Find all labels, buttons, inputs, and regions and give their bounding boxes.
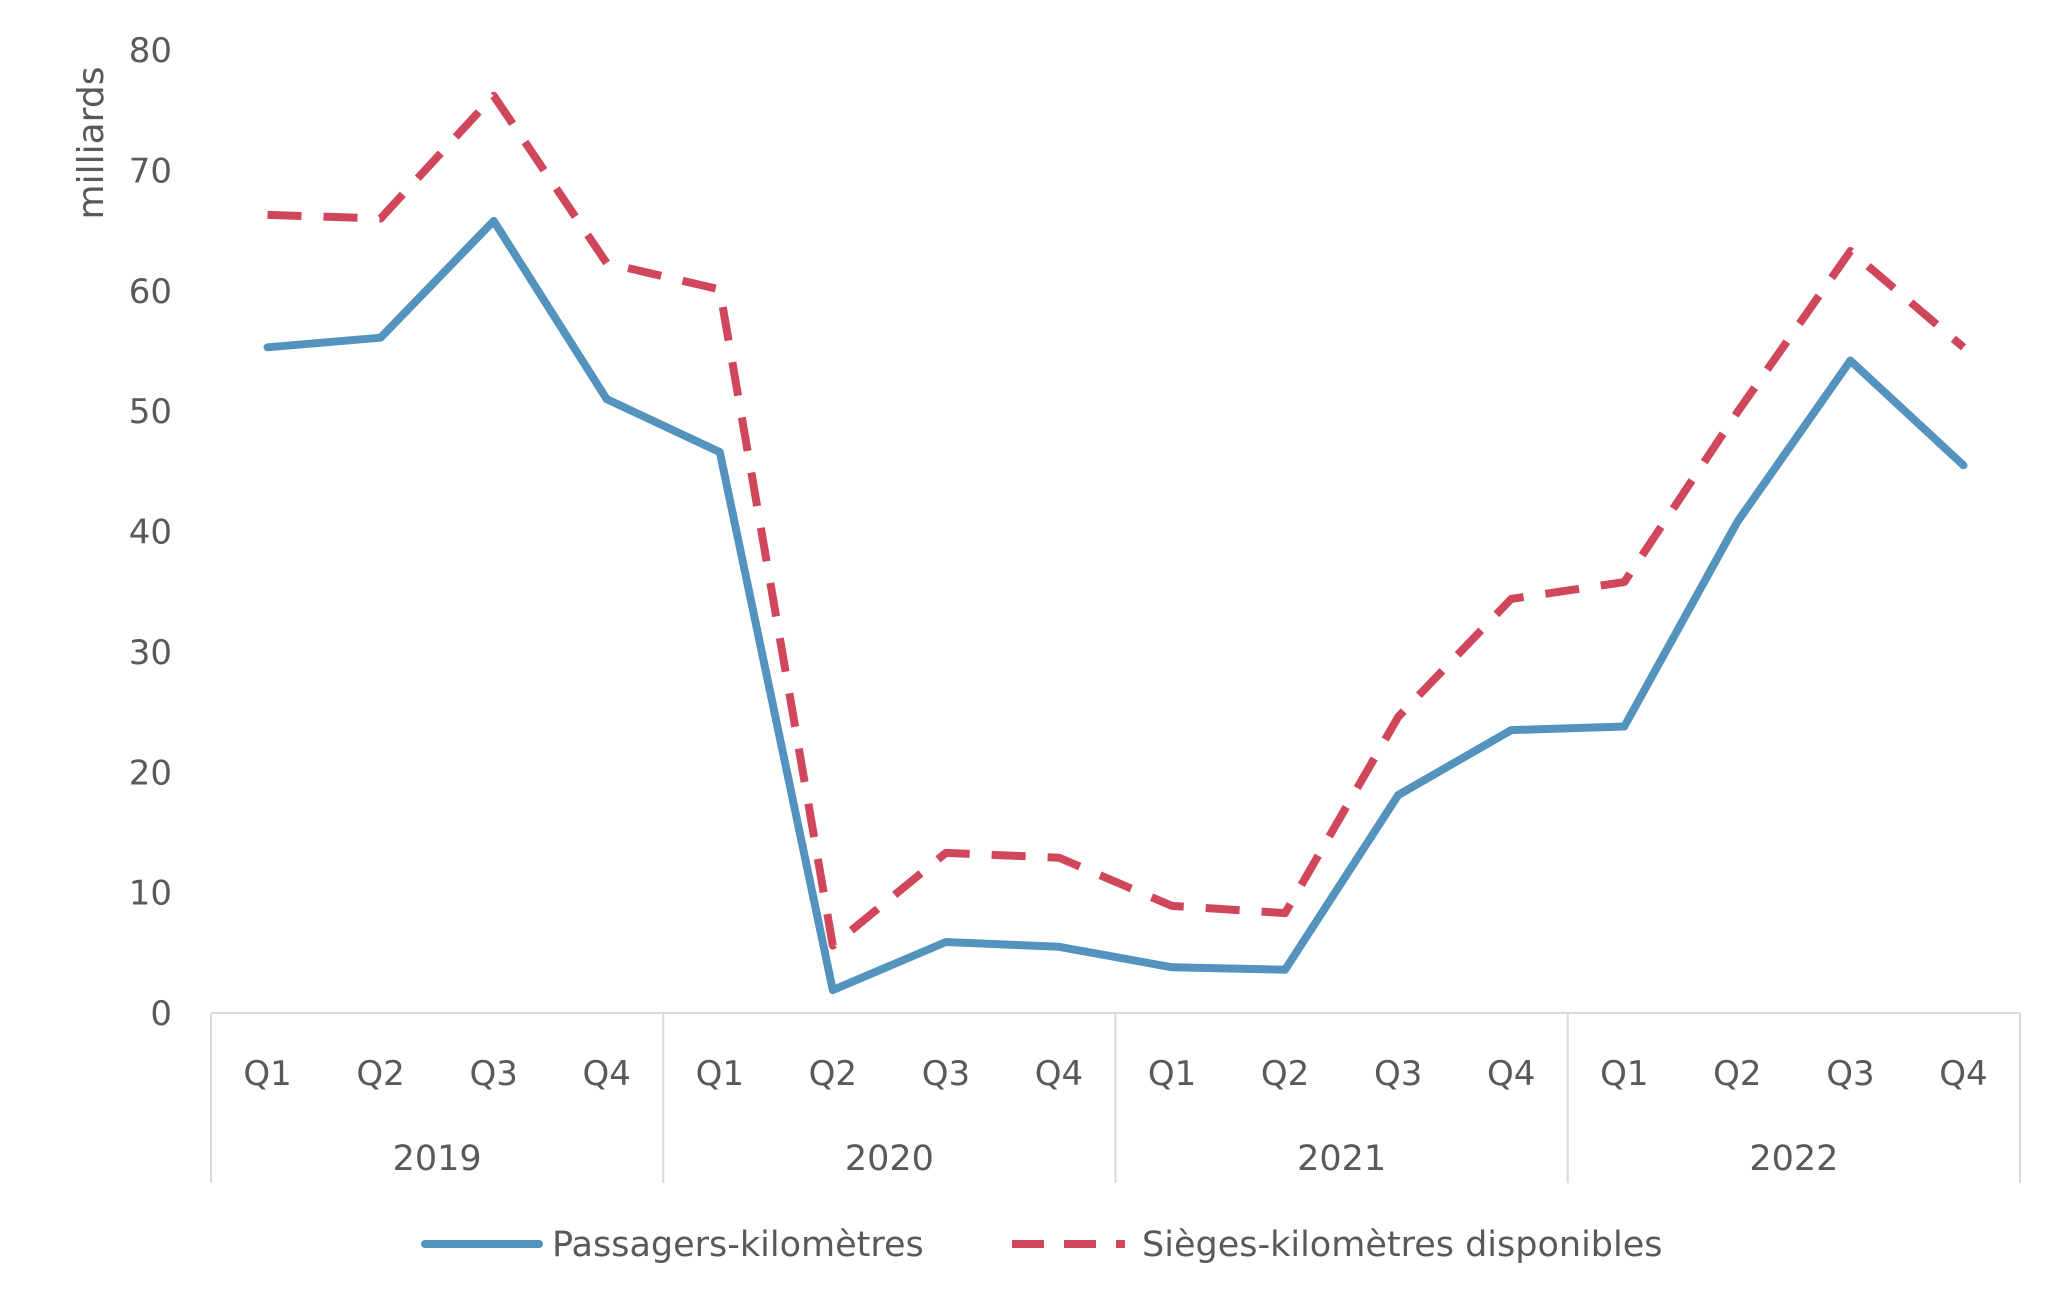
x-tick-label: Q4 — [1939, 1054, 1987, 1094]
data-point — [942, 938, 950, 946]
x-tick-label: Q2 — [809, 1054, 857, 1094]
legend-label: Passagers-kilomètres — [552, 1225, 924, 1265]
data-point — [1394, 791, 1402, 799]
x-tick-label: Q2 — [356, 1054, 404, 1094]
y-axis-label: milliards — [71, 67, 112, 220]
data-point — [1733, 408, 1741, 416]
data-point — [264, 343, 272, 351]
data-point — [603, 259, 611, 267]
y-tick-label: 40 — [129, 513, 172, 553]
data-point — [490, 217, 498, 225]
legend-label: Sièges-kilomètres disponibles — [1142, 1225, 1663, 1265]
data-point — [1959, 461, 1967, 469]
x-tick-label: Q2 — [1261, 1054, 1309, 1094]
data-point — [1281, 966, 1289, 974]
data-point — [1507, 726, 1515, 734]
data-point — [716, 286, 724, 294]
y-tick-label: 60 — [129, 272, 172, 312]
series-layer — [263, 91, 1968, 995]
data-point — [829, 942, 837, 950]
data-point — [1846, 247, 1854, 255]
x-group-label: 2020 — [845, 1139, 934, 1179]
data-point — [1959, 343, 1967, 351]
y-tick-label: 0 — [150, 994, 172, 1034]
data-point — [1846, 357, 1854, 365]
x-group-label: 2022 — [1749, 1139, 1838, 1179]
data-point — [1055, 943, 1063, 951]
x-tick-label: Q4 — [1035, 1054, 1083, 1094]
data-point — [1394, 713, 1402, 721]
x-tick-label: Q2 — [1713, 1054, 1761, 1094]
data-point — [377, 334, 385, 342]
x-tick-label: Q4 — [1487, 1054, 1535, 1094]
series-line-passagers-kilometres — [263, 216, 1968, 995]
x-tick-label: Q4 — [583, 1054, 631, 1094]
data-point — [490, 92, 498, 100]
x-tick-label: Q1 — [243, 1054, 291, 1094]
x-group-label: 2019 — [393, 1139, 482, 1179]
data-point — [1281, 909, 1289, 917]
x-group-label: 2021 — [1297, 1139, 1386, 1179]
series-line-sieges-kilometres — [267, 91, 1967, 950]
data-point — [603, 395, 611, 403]
x-tick-label: Q1 — [1600, 1054, 1648, 1094]
x-tick-label: Q3 — [469, 1054, 517, 1094]
x-tick-label: Q3 — [922, 1054, 970, 1094]
data-point — [716, 448, 724, 456]
data-point — [264, 211, 272, 219]
data-point — [1620, 578, 1628, 586]
data-point — [1620, 723, 1628, 731]
data-point — [1733, 518, 1741, 526]
x-tick-label: Q1 — [696, 1054, 744, 1094]
x-tick-label: Q1 — [1148, 1054, 1196, 1094]
data-point — [829, 986, 837, 994]
data-point — [942, 849, 950, 857]
y-tick-label: 80 — [129, 31, 172, 71]
data-point — [1168, 963, 1176, 971]
data-point — [1507, 595, 1515, 603]
y-tick-label: 70 — [129, 151, 172, 191]
x-tick-label: Q3 — [1374, 1054, 1422, 1094]
data-point — [1055, 854, 1063, 862]
data-point — [1168, 902, 1176, 910]
y-tick-label: 30 — [129, 633, 172, 673]
y-tick-label: 20 — [129, 753, 172, 793]
legend: Passagers-kilomètres Sièges-kilomètres di… — [421, 1225, 1663, 1265]
y-tick-label: 50 — [129, 392, 172, 432]
y-tick-label: 10 — [129, 874, 172, 914]
data-point — [377, 215, 385, 223]
axis-layer: 0 10 20 30 40 50 60 70 80 milliards Q1 Q2 Q3 Q4 Q1 Q2 Q3… — [71, 31, 2021, 1183]
x-tick-label: Q3 — [1826, 1054, 1874, 1094]
